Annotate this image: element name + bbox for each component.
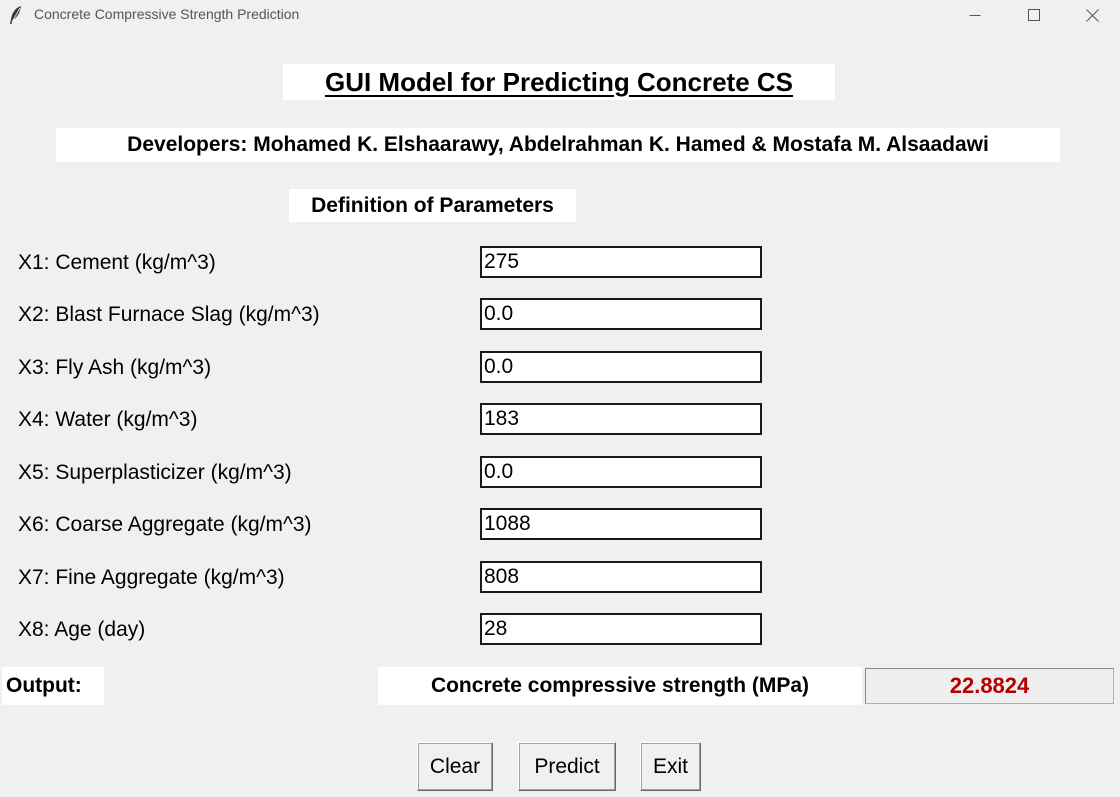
minimize-button[interactable] [952, 0, 998, 30]
param-label-cement: X1: Cement (kg/m^3) [18, 251, 216, 274]
output-label: Output: [2, 667, 104, 705]
param-label-fly-ash: X3: Fly Ash (kg/m^3) [18, 356, 212, 379]
fly-ash-input[interactable] [480, 351, 762, 383]
feather-icon [9, 5, 23, 25]
close-icon [1085, 8, 1099, 22]
developers-label: Developers: Mohamed K. Elshaarawy, Abdel… [56, 128, 1060, 162]
title-bar: Concrete Compressive Strength Prediction [0, 0, 1120, 30]
predict-button[interactable]: Predict [518, 742, 616, 791]
minimize-icon [969, 15, 981, 16]
section-title: Definition of Parameters [289, 189, 576, 222]
close-button[interactable] [1069, 0, 1115, 30]
superplasticizer-input[interactable] [480, 456, 762, 488]
param-label-fine-aggregate: X7: Fine Aggregate (kg/m^3) [18, 566, 285, 589]
exit-button[interactable]: Exit [640, 742, 701, 791]
cement-input[interactable] [480, 246, 762, 278]
fine-aggregate-input[interactable] [480, 561, 762, 593]
clear-button[interactable]: Clear [417, 742, 493, 791]
param-label-water: X4: Water (kg/m^3) [18, 408, 198, 431]
window-title: Concrete Compressive Strength Prediction [34, 6, 300, 22]
param-label-age: X8: Age (day) [18, 618, 146, 641]
age-input[interactable] [480, 613, 762, 645]
slag-input[interactable] [480, 298, 762, 330]
coarse-aggregate-input[interactable] [480, 508, 762, 540]
maximize-icon [1028, 9, 1040, 21]
main-title: GUI Model for Predicting Concrete CS [283, 64, 835, 100]
maximize-button[interactable] [1011, 0, 1057, 30]
param-label-superplasticizer: X5: Superplasticizer (kg/m^3) [18, 461, 292, 484]
result-label: Concrete compressive strength (MPa) [378, 667, 862, 705]
result-value: 22.8824 [865, 668, 1114, 704]
water-input[interactable] [480, 403, 762, 435]
param-label-coarse-aggregate: X6: Coarse Aggregate (kg/m^3) [18, 513, 312, 536]
param-label-slag: X2: Blast Furnace Slag (kg/m^3) [18, 303, 320, 326]
